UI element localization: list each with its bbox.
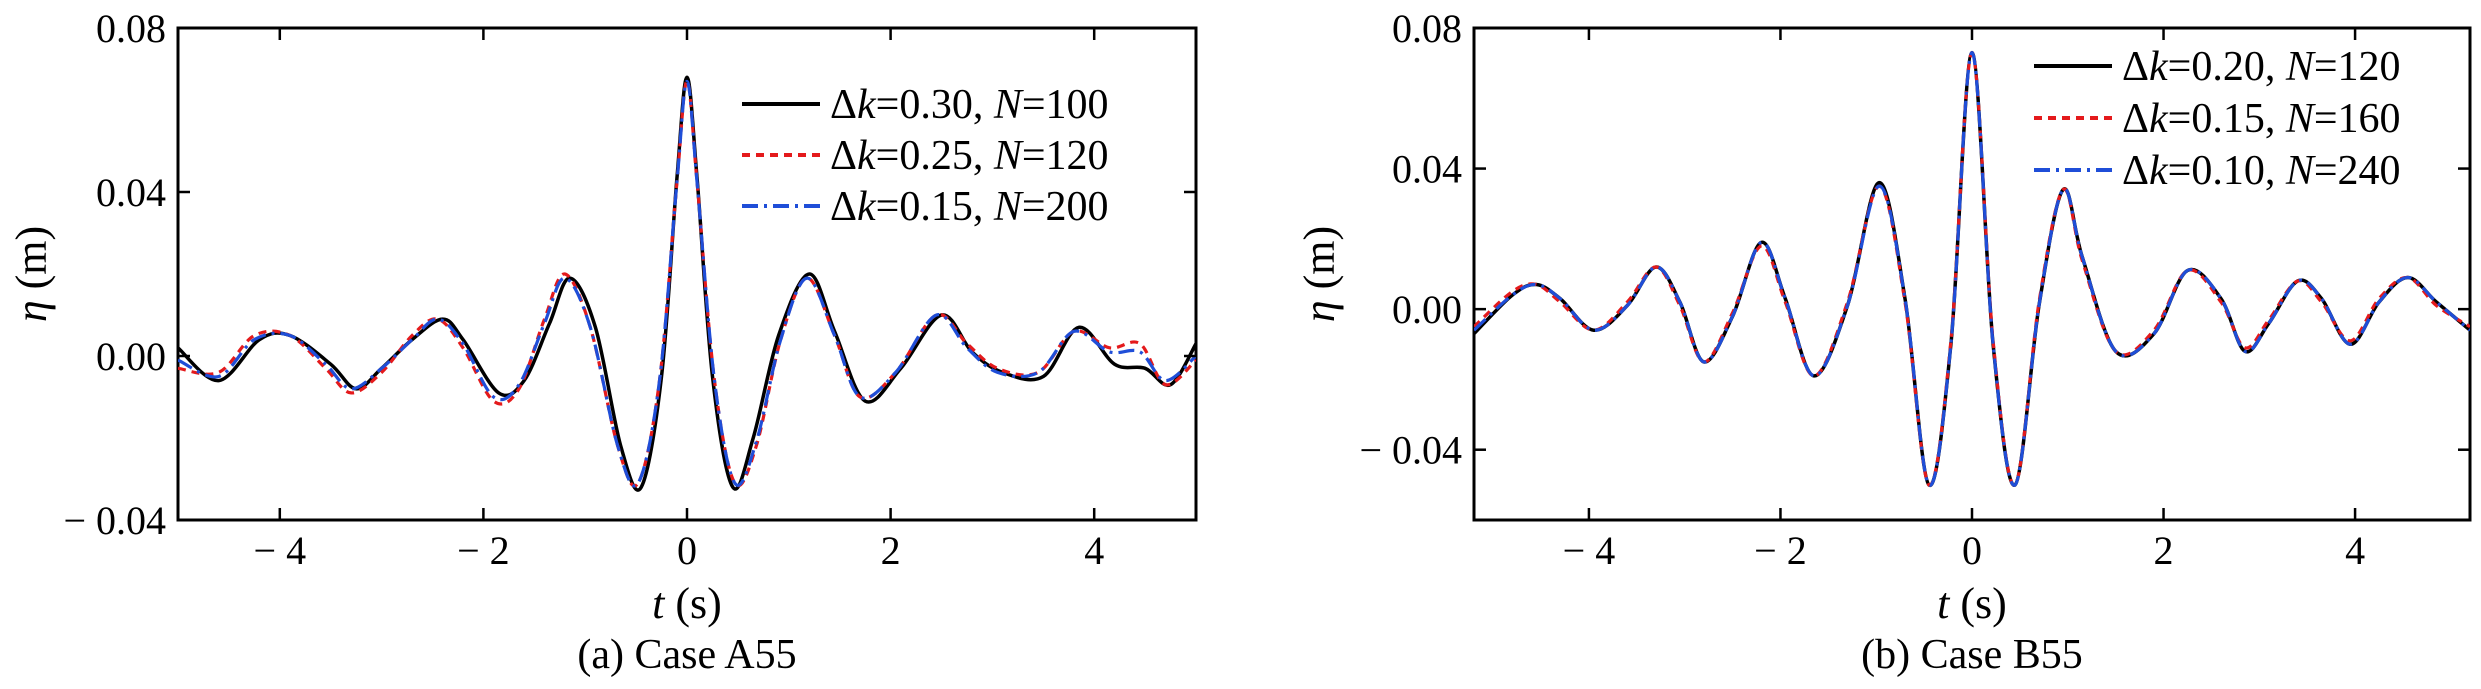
panel-a-xlabel: t (s) [652, 579, 722, 628]
ytick-label-a-3: 0.08 [96, 6, 166, 51]
series-line-b-2 [1474, 51, 2470, 487]
ytick-label-b-0: − 0.04 [1359, 428, 1462, 473]
panel-b-ylabel: η (m) [1295, 226, 1344, 322]
xtick-label-a-2: 0 [677, 528, 697, 573]
xtick-label-b-3: 2 [2154, 528, 2174, 573]
ytick-label-a-2: 0.04 [96, 170, 166, 215]
xtick-label-a-0: − 4 [254, 528, 307, 573]
panel-b: − 4 − 2 0 2 4 − 0.04 0.00 0.04 0.08 Δk=0.20, N=1… [1295, 6, 2472, 678]
legend-b-label-2: Δk=0.10, N=240 [2122, 148, 2401, 194]
panel-b-legend: Δk=0.20, N=120 Δk=0.15, N=160 Δk=0.10, N… [2034, 44, 2401, 194]
xtick-label-a-4: 4 [1084, 528, 1104, 573]
ytick-label-b-3: 0.08 [1392, 6, 1462, 51]
series-line-b-1 [1474, 51, 2470, 487]
panel-a-ylabel: η (m) [7, 226, 56, 322]
panel-b-marks [1474, 50, 2470, 487]
xtick-label-b-4: 4 [2345, 528, 2365, 573]
xtick-label-b-0: − 4 [1563, 528, 1616, 573]
legend-b-label-0: Δk=0.20, N=120 [2122, 44, 2401, 90]
ytick-label-b-2: 0.04 [1392, 147, 1462, 192]
panel-b-caption: (b) Case B55 [1861, 632, 2083, 678]
ytick-label-b-1: 0.00 [1392, 287, 1462, 332]
panel-a-caption: (a) Case A55 [577, 632, 796, 678]
legend-b-label-1: Δk=0.15, N=160 [2122, 96, 2401, 142]
panel-a-legend: Δk=0.30, N=100 Δk=0.25, N=120 Δk=0.15, N… [742, 82, 1109, 230]
panel-a-marks [178, 75, 1196, 492]
xtick-label-b-2: 0 [1962, 528, 1982, 573]
xtick-label-b-1: − 2 [1754, 528, 1807, 573]
panel-b-ticks: − 4 − 2 0 2 4 − 0.04 0.00 0.04 0.08 [1359, 6, 2470, 573]
legend-a-label-0: Δk=0.30, N=100 [830, 82, 1109, 128]
legend-a-label-1: Δk=0.25, N=120 [830, 133, 1109, 179]
ytick-label-a-0: − 0.04 [63, 498, 166, 543]
xtick-label-a-1: − 2 [457, 528, 510, 573]
series-line-a-2 [178, 79, 1196, 488]
series-line-a-1 [178, 79, 1196, 488]
xtick-label-a-3: 2 [881, 528, 901, 573]
panel-a-ticks: − 4 − 2 0 2 4 − 0.04 0.00 0.04 0.08 [63, 6, 1196, 573]
legend-a-label-2: Δk=0.15, N=200 [830, 184, 1109, 230]
panel-b-xlabel: t (s) [1937, 579, 2007, 628]
panel-a: − 4 − 2 0 2 4 − 0.04 0.00 0.04 0.08 Δk=0.30, N=1… [7, 6, 1198, 678]
ytick-label-a-1: 0.00 [96, 334, 166, 379]
